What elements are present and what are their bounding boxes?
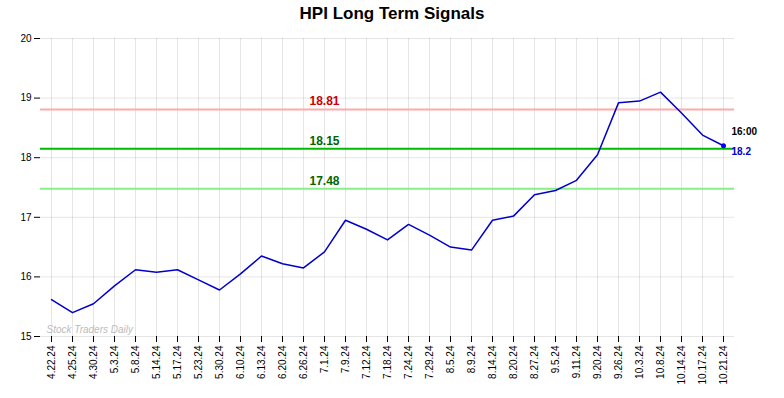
- svg-text:18.2: 18.2: [732, 146, 752, 157]
- svg-text:8.9.24: 8.9.24: [466, 345, 477, 373]
- html-text:HPI Long Term Signals: HPI Long Term Signals: [299, 4, 485, 23]
- svg-text:5.14.24: 5.14.24: [151, 345, 162, 379]
- svg-text:10.3.24: 10.3.24: [634, 345, 645, 379]
- svg-text:10.17.24: 10.17.24: [697, 345, 708, 384]
- svg-text:8.5.24: 8.5.24: [445, 345, 456, 373]
- svg-text:19: 19: [20, 92, 32, 103]
- svg-text:16: 16: [20, 271, 32, 282]
- svg-text:7.29.24: 7.29.24: [424, 345, 435, 379]
- svg-text:5.30.24: 5.30.24: [214, 345, 225, 379]
- svg-text:5.23.24: 5.23.24: [193, 345, 204, 379]
- svg-text:6.13.24: 6.13.24: [256, 345, 267, 379]
- svg-text:8.20.24: 8.20.24: [508, 345, 519, 379]
- svg-text:5.17.24: 5.17.24: [172, 345, 183, 379]
- svg-text:7.12.24: 7.12.24: [361, 345, 372, 379]
- svg-text:17: 17: [20, 212, 32, 223]
- svg-text:9.5.24: 9.5.24: [550, 345, 561, 373]
- svg-text:18: 18: [20, 152, 32, 163]
- svg-text:7.24.24: 7.24.24: [403, 345, 414, 379]
- svg-text:10.8.24: 10.8.24: [655, 345, 666, 379]
- svg-text:6.20.24: 6.20.24: [277, 345, 288, 379]
- svg-text:9.20.24: 9.20.24: [592, 345, 603, 379]
- svg-text:7.9.24: 7.9.24: [340, 345, 351, 373]
- svg-text:18.15: 18.15: [309, 134, 339, 148]
- svg-text:9.26.24: 9.26.24: [613, 345, 624, 379]
- svg-text:Stock Traders Daily: Stock Traders Daily: [47, 324, 135, 335]
- svg-text:17.48: 17.48: [309, 174, 339, 188]
- svg-text:7.18.24: 7.18.24: [382, 345, 393, 379]
- svg-text:8.14.24: 8.14.24: [487, 345, 498, 379]
- svg-text:5.8.24: 5.8.24: [130, 345, 141, 373]
- svg-text:15: 15: [20, 331, 32, 342]
- svg-text:6.26.24: 6.26.24: [298, 345, 309, 379]
- svg-text:16:00: 16:00: [732, 126, 758, 137]
- svg-text:5.3.24: 5.3.24: [109, 345, 120, 373]
- svg-text:10.14.24: 10.14.24: [676, 345, 687, 384]
- svg-text:7.1.24: 7.1.24: [319, 345, 330, 373]
- svg-text:4.30.24: 4.30.24: [88, 345, 99, 379]
- svg-text:4.22.24: 4.22.24: [46, 345, 57, 379]
- svg-text:10.21.24: 10.21.24: [718, 345, 729, 384]
- svg-text:6.10.24: 6.10.24: [235, 345, 246, 379]
- svg-text:4.25.24: 4.25.24: [67, 345, 78, 379]
- svg-text:8.27.24: 8.27.24: [529, 345, 540, 379]
- svg-text:9.11.24: 9.11.24: [571, 345, 582, 378]
- svg-text:20: 20: [20, 33, 32, 44]
- svg-text:18.81: 18.81: [309, 94, 339, 108]
